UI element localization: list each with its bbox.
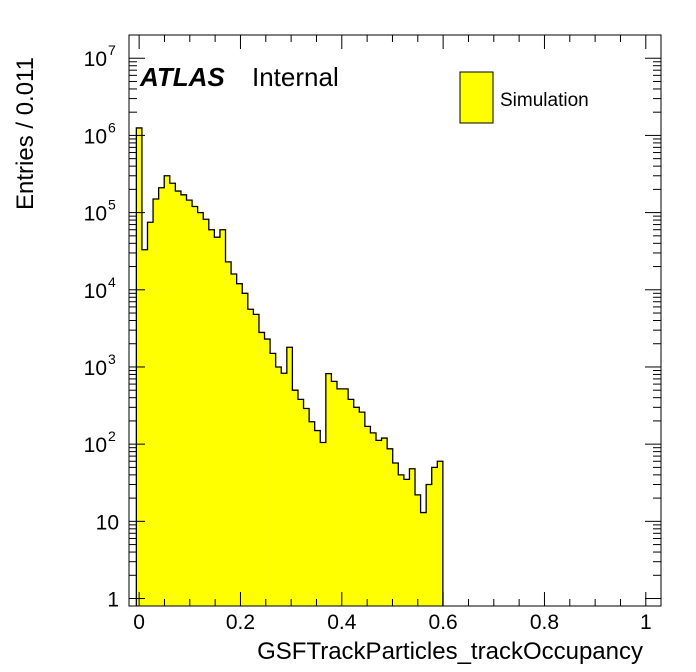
x-tick-label: 0.6 <box>429 611 458 634</box>
histogram-bin <box>370 432 377 606</box>
y-tick-exponent: 6 <box>108 119 116 135</box>
histogram-bin <box>258 332 265 606</box>
x-axis-title: GSFTrackParticles_trackOccupancy <box>257 638 643 665</box>
histogram-bin <box>431 467 438 606</box>
histogram-bin <box>286 347 293 606</box>
histogram-bin <box>214 237 221 607</box>
histogram-bin <box>331 381 338 606</box>
histogram-bin <box>309 421 315 606</box>
x-tick-label: 0.2 <box>226 611 255 634</box>
x-tick-label: 0.8 <box>530 611 559 634</box>
x-tick-label: 0 <box>133 611 145 634</box>
histogram-bin <box>231 274 237 606</box>
histogram-outline <box>135 127 444 606</box>
histogram-bin <box>270 353 276 606</box>
histogram-bin <box>420 512 427 606</box>
x-tick-label: 1 <box>640 611 652 634</box>
histogram-bin <box>186 200 193 606</box>
histogram-bin <box>236 283 243 606</box>
histogram-bin <box>336 388 343 606</box>
histogram-bin <box>359 412 366 606</box>
y-tick-label: 10 <box>84 125 107 148</box>
histogram-bin <box>409 468 416 606</box>
legend-swatch <box>459 71 494 124</box>
legend-label-simulation: Simulation <box>500 90 589 111</box>
histogram-bin <box>342 388 349 606</box>
histogram-bin <box>141 249 148 606</box>
histogram-bin <box>169 183 176 606</box>
histogram-bin <box>203 219 210 607</box>
y-tick-label: 10 <box>96 511 119 534</box>
x-tick-label: 0.4 <box>327 611 357 634</box>
histogram-bin <box>164 175 171 606</box>
y-axis-title: Entries / 0.011 <box>12 57 39 210</box>
histogram-bin <box>175 191 182 606</box>
histogram-bin <box>208 229 215 607</box>
y-tick-exponent: 4 <box>108 274 116 290</box>
histogram-bin <box>376 440 382 606</box>
y-tick-exponent: 2 <box>108 428 116 444</box>
y-tick-label: 10 <box>84 48 107 71</box>
histogram-bin <box>180 194 187 606</box>
histogram-bin <box>403 479 410 606</box>
histogram-bin <box>297 399 304 606</box>
histogram-bin <box>415 494 421 606</box>
histogram-bin <box>398 474 405 606</box>
histogram-bin <box>158 187 165 607</box>
atlas-label: ATLAS <box>139 62 225 92</box>
histogram-bars <box>135 127 444 607</box>
y-tick-label: 10 <box>84 434 107 457</box>
y-tick-label: 10 <box>84 357 107 380</box>
histogram-bin <box>392 462 399 606</box>
histogram-bin <box>426 484 433 606</box>
legend: Simulation <box>459 71 589 124</box>
histogram-bin <box>292 390 299 606</box>
histogram-bin <box>197 212 204 607</box>
histogram-bin <box>353 407 360 606</box>
histogram-bin <box>192 206 198 606</box>
x-tick-labels: 0 0.2 0.4 0.6 0.8 1 <box>133 611 651 634</box>
histogram-bin <box>281 373 288 606</box>
histogram-bin <box>253 314 260 606</box>
histogram-bin <box>320 442 327 606</box>
y-tick-exponent: 3 <box>108 351 116 367</box>
internal-label: Internal <box>252 62 339 92</box>
histogram-bin <box>381 438 388 606</box>
y-tick-label: 10 <box>84 280 107 303</box>
histogram-bin <box>147 222 154 606</box>
y-tick-exponent: 7 <box>108 42 116 58</box>
histogram-bin <box>364 426 371 606</box>
histogram-bin <box>314 430 321 606</box>
axis-ticks <box>129 34 661 606</box>
y-tick-exponent: 5 <box>108 197 116 213</box>
y-tick-label: 1 <box>107 589 119 612</box>
histogram-bin <box>264 339 271 606</box>
histogram-bin <box>247 309 254 606</box>
histogram-bin <box>242 293 249 606</box>
histogram-bin <box>348 399 355 606</box>
histogram-bin <box>153 199 159 606</box>
histogram-bin <box>275 366 282 606</box>
histogram-bin <box>325 373 332 606</box>
histogram-bin <box>387 448 394 606</box>
y-tick-label: 10 <box>84 203 107 226</box>
histogram-bin <box>219 229 226 607</box>
histogram-bin <box>303 408 310 606</box>
histogram-bin <box>437 461 444 606</box>
histogram-bin <box>225 261 232 606</box>
